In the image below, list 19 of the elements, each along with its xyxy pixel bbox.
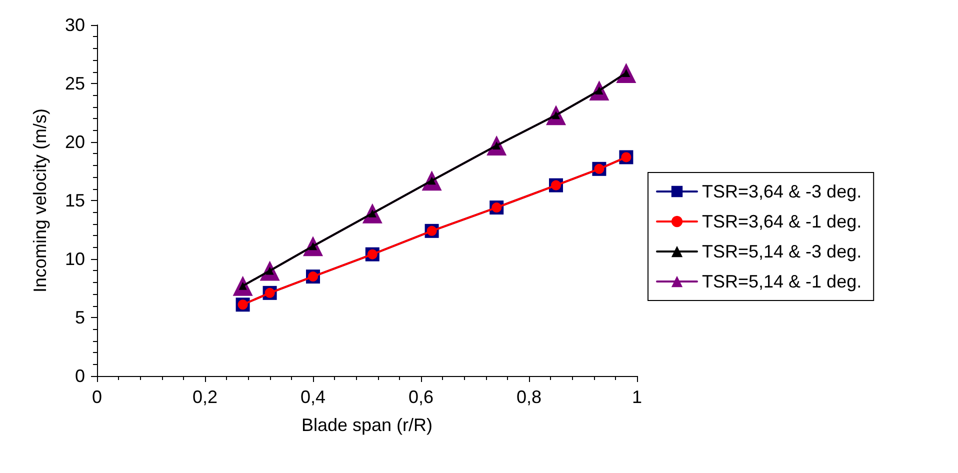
y-tick-label: 10 (64, 249, 85, 269)
x-tick-label: 0,4 (300, 387, 326, 407)
y-tick-label: 30 (64, 15, 85, 35)
y-tick-label: 25 (64, 74, 85, 94)
y-tick-label: 5 (74, 308, 85, 328)
y-axis-title: Incoming velocity (m/s) (30, 108, 50, 293)
x-tick-label: 0,2 (192, 387, 218, 407)
x-tick-label: 0 (92, 387, 102, 407)
legend-label: TSR=5,14 & -1 deg. (702, 272, 862, 292)
legend-label: TSR=3,64 & -3 deg. (702, 182, 862, 202)
x-axis-title: Blade span (r/R) (301, 415, 433, 435)
y-tick-label: 0 (74, 366, 85, 386)
x-tick-label: 0,6 (408, 387, 434, 407)
legend-label: TSR=3,64 & -1 deg. (702, 212, 862, 232)
x-tick-label: 1 (632, 387, 642, 407)
x-tick-label: 0,8 (516, 387, 542, 407)
y-tick-label: 15 (64, 190, 85, 210)
legend-label: TSR=5,14 & -3 deg. (702, 242, 862, 262)
y-tick-label: 20 (64, 132, 85, 152)
